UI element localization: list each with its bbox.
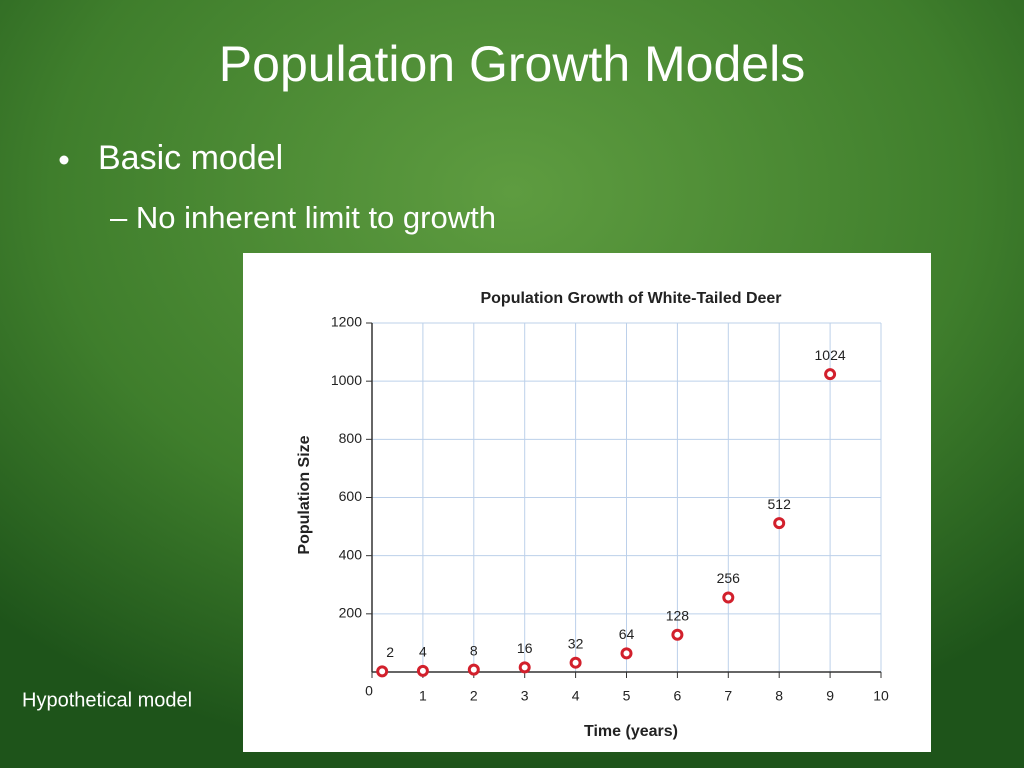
x-tick-label: 0 <box>365 683 373 699</box>
y-axis-label: Population Size <box>296 435 313 554</box>
x-tick-label: 7 <box>724 688 732 704</box>
point <box>824 368 837 381</box>
chart-panel <box>243 253 931 752</box>
data-label: 512 <box>768 496 792 512</box>
x-tick-label: 4 <box>572 688 580 704</box>
y-tick-label: 1200 <box>331 314 362 330</box>
point <box>569 656 582 669</box>
y-tick-label: 200 <box>339 605 363 621</box>
data-label: 1024 <box>815 347 846 363</box>
x-tick-label: 1 <box>419 688 427 704</box>
x-tick-label: 6 <box>674 688 682 704</box>
slide-title: Population Growth Models <box>219 36 805 92</box>
x-tick-label: 2 <box>470 688 478 704</box>
point <box>722 591 735 604</box>
chart-title: Population Growth of White-Tailed Deer <box>480 290 781 307</box>
sub-bullet: – No inherent limit to growth <box>110 200 496 235</box>
y-tick-label: 1000 <box>331 372 362 388</box>
x-tick-label: 3 <box>521 688 529 704</box>
data-label: 2 <box>386 644 394 660</box>
bullet-dot <box>59 155 69 165</box>
x-tick-label: 10 <box>873 688 889 704</box>
point <box>620 647 633 660</box>
point <box>416 664 429 677</box>
x-tick-label: 8 <box>775 688 783 704</box>
y-tick-label: 600 <box>339 488 363 504</box>
y-tick-label: 800 <box>339 430 363 446</box>
point <box>518 661 531 674</box>
data-label: 16 <box>517 640 533 656</box>
data-label: 128 <box>666 607 690 623</box>
y-tick-label: 400 <box>339 546 363 562</box>
bullet: Basic model <box>98 139 283 177</box>
data-label: 32 <box>568 635 584 651</box>
data-label: 4 <box>419 644 427 660</box>
caption: Hypothetical model <box>22 689 192 711</box>
data-label: 64 <box>619 626 635 642</box>
x-axis-label: Time (years) <box>584 723 678 740</box>
point <box>773 517 786 530</box>
x-tick-label: 5 <box>623 688 631 704</box>
point <box>671 628 684 641</box>
data-label: 256 <box>717 570 741 586</box>
x-tick-label: 9 <box>826 688 834 704</box>
data-label: 8 <box>470 642 478 658</box>
point <box>467 663 480 676</box>
point <box>376 665 389 678</box>
